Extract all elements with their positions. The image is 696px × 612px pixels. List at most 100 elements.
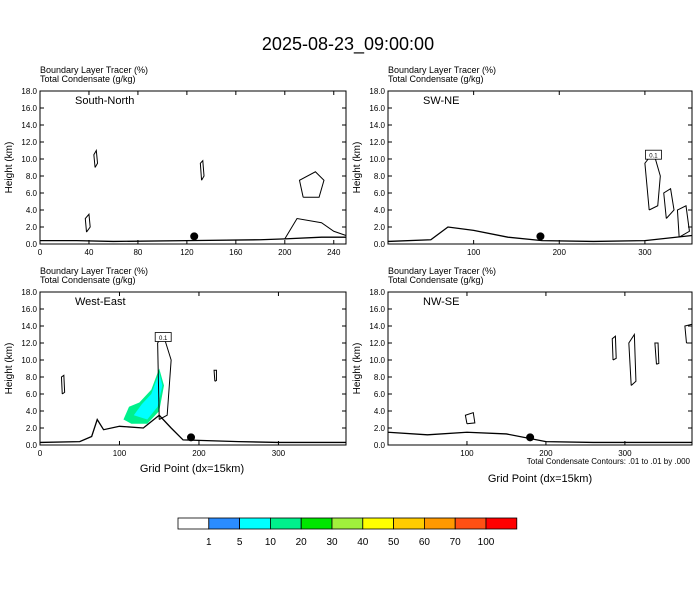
x-tick-label: 120 (180, 248, 194, 257)
y-tick-label: 10.0 (369, 155, 385, 164)
y-tick-label: 6.0 (26, 189, 38, 198)
panel-sw-ne: Boundary Layer Tracer (%)Total Condensat… (352, 65, 693, 257)
contour-label-box (645, 149, 662, 160)
panel-header-condensate: Total Condensate (g/kg) (388, 74, 484, 84)
colorbar-label: 10 (265, 537, 277, 548)
panel-header-condensate: Total Condensate (g/kg) (40, 275, 136, 285)
contour-label: 0.1 (159, 336, 168, 342)
y-tick-label: 12.0 (21, 138, 37, 147)
y-tick-label: 16.0 (21, 305, 37, 314)
panel-title: SW-NE (423, 95, 459, 107)
y-axis-label: Height (km) (4, 343, 15, 395)
colorbar: 1 5 10 20 30 40 50 60 70 100 (177, 517, 518, 548)
terrain-line (40, 236, 346, 243)
y-axis-label: Height (km) (352, 343, 363, 395)
y-tick-label: 16.0 (21, 104, 37, 113)
y-tick-label: 10.0 (21, 356, 37, 365)
y-tick-label: 6.0 (26, 390, 38, 399)
y-tick-label: 8.0 (26, 373, 38, 382)
x-tick-label: 160 (229, 248, 243, 257)
y-tick-label: 16.0 (369, 104, 385, 113)
x-tick-label: 300 (618, 449, 632, 458)
condensate-contour (663, 187, 675, 219)
panel-header-tracer: Boundary Layer Tracer (%) (388, 266, 496, 276)
colorbar-swatch (454, 517, 487, 530)
y-tick-label: 18.0 (369, 87, 385, 96)
colorbar-label: 40 (357, 537, 369, 548)
y-tick-label: 10.0 (21, 155, 37, 164)
x-tick-label: 100 (460, 449, 474, 458)
y-tick-label: 6.0 (374, 189, 386, 198)
plot-frame (39, 291, 347, 446)
y-tick-label: 12.0 (369, 339, 385, 348)
x-tick-label: 300 (272, 449, 286, 458)
condensate-contour (199, 159, 205, 181)
condensate-contour (93, 148, 99, 168)
x-tick-label: 80 (133, 248, 142, 257)
colorbar-swatch (239, 517, 271, 530)
y-axis-label: Height (km) (352, 142, 363, 194)
x-tick-label: 200 (539, 449, 553, 458)
y-tick-label: 14.0 (21, 121, 37, 130)
y-tick-label: 14.0 (369, 121, 385, 130)
x-tick-label: 100 (467, 248, 481, 257)
y-tick-label: 4.0 (26, 206, 38, 215)
y-tick-label: 4.0 (26, 407, 38, 416)
panels: Boundary Layer Tracer (%)Total Condensat… (4, 65, 693, 458)
panel-west-east: Boundary Layer Tracer (%)Total Condensat… (4, 266, 347, 458)
x-tick-label: 40 (85, 248, 94, 257)
colorbar-swatch (269, 517, 302, 530)
colorbar-label: 70 (450, 537, 462, 548)
x-tick-label: 300 (638, 248, 652, 257)
condensate-contour (464, 412, 476, 425)
terrain-line (39, 414, 346, 444)
panel-header-tracer: Boundary Layer Tracer (%) (40, 65, 148, 75)
condensate-contour (84, 213, 91, 233)
y-tick-label: 18.0 (21, 288, 37, 297)
contour-note: Total Condensate Contours: .01 to .01 by… (527, 457, 691, 466)
y-tick-label: 4.0 (374, 407, 386, 416)
plot-frame (387, 90, 693, 245)
station-marker (187, 433, 196, 442)
y-axis-label: Height (km) (4, 142, 15, 194)
panel-header-tracer: Boundary Layer Tracer (%) (40, 266, 148, 276)
panel-nw-se: Boundary Layer Tracer (%)Total Condensat… (352, 266, 693, 458)
y-tick-label: 4.0 (374, 206, 386, 215)
condensate-contour (213, 369, 217, 382)
station-marker (536, 232, 545, 241)
station-marker (526, 433, 535, 442)
y-tick-label: 12.0 (21, 339, 37, 348)
panel-header-tracer: Boundary Layer Tracer (%) (388, 65, 496, 75)
x-axis-label-left: Grid Point (dx=15km) (140, 463, 244, 475)
panel-header-condensate: Total Condensate (g/kg) (40, 74, 136, 84)
x-tick-label: 200 (278, 248, 292, 257)
x-axis-label-right: Grid Point (dx=15km) (488, 473, 592, 485)
y-tick-label: 2.0 (26, 223, 38, 232)
y-tick-label: 8.0 (26, 172, 38, 181)
y-tick-label: 8.0 (374, 373, 386, 382)
y-tick-label: 10.0 (369, 356, 385, 365)
panel-title: West-East (75, 296, 126, 308)
colorbar-label: 60 (419, 537, 431, 548)
colorbar-swatch (177, 517, 210, 530)
x-tick-label: 0 (38, 449, 43, 458)
colorbar-label: 30 (326, 537, 338, 548)
y-tick-label: 18.0 (21, 87, 37, 96)
colorbar-swatch (208, 517, 241, 530)
colorbar-label: 1 (206, 537, 212, 548)
colorbar-swatch (423, 517, 456, 530)
y-tick-label: 2.0 (374, 223, 386, 232)
y-tick-label: 2.0 (374, 424, 386, 433)
terrain-line (387, 226, 693, 243)
y-tick-label: 8.0 (374, 172, 386, 181)
colorbar-swatch (362, 517, 394, 530)
x-tick-label: 200 (553, 248, 567, 257)
x-tick-label: 240 (327, 248, 341, 257)
condensate-contour (298, 171, 325, 198)
contour-label: 0.1 (649, 154, 658, 160)
y-tick-label: 16.0 (369, 305, 385, 314)
y-tick-label: 6.0 (374, 390, 386, 399)
y-tick-label: 0.0 (26, 441, 38, 450)
colorbar-label: 20 (296, 537, 308, 548)
